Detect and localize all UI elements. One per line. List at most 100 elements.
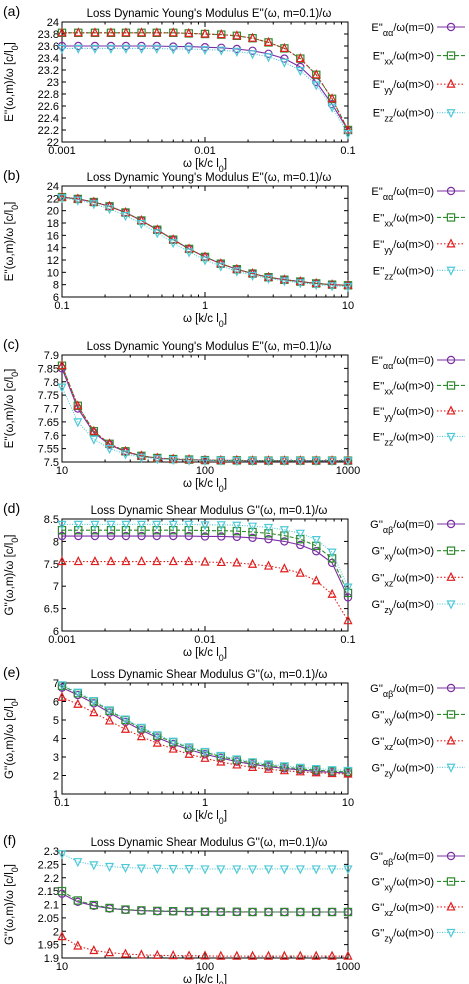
- chart-title: Loss Dynamic Shear Modulus G''(ω, m=0.1)…: [91, 669, 328, 681]
- data-point: [295, 276, 305, 286]
- legend-label: E''xx/ω(m>0): [373, 380, 434, 396]
- panel-label: (b): [3, 167, 20, 183]
- data-point: [121, 905, 130, 914]
- data-point: [184, 531, 193, 541]
- y-tick-label: 2: [53, 926, 59, 938]
- data-point: [295, 865, 305, 875]
- legend-label: E''αα/ω(m=0): [371, 186, 434, 202]
- data-point: [263, 36, 274, 47]
- y-tick-label: 7.85: [38, 363, 59, 375]
- data-point: [168, 950, 178, 960]
- y-tick-label: 7.65: [38, 417, 59, 429]
- series-yy: [57, 556, 353, 625]
- x-tick-label: 0.1: [340, 145, 355, 157]
- legend-label: G''zy/ω(m>0): [372, 762, 434, 778]
- plot-area: [61, 21, 349, 143]
- series-zz: [57, 383, 353, 467]
- data-point: [168, 556, 178, 566]
- series-line: [61, 687, 349, 774]
- y-axis-label: E''(ω,m)/ω [c/l0]: [4, 42, 20, 122]
- y-tick-label: 6.5: [44, 604, 59, 616]
- data-point: [136, 864, 146, 874]
- data-point: [216, 456, 226, 466]
- data-point: [232, 759, 242, 769]
- data-point: [89, 435, 99, 445]
- data-point: [137, 525, 146, 535]
- data-point: [247, 522, 258, 532]
- data-point: [343, 279, 353, 289]
- data-point: [312, 547, 321, 556]
- series-yy: [57, 360, 353, 465]
- data-point: [136, 27, 147, 37]
- chart-title: Loss Dynamic Shear Modulus G''(ω, m=0.1)…: [91, 837, 328, 849]
- data-point: [120, 948, 131, 958]
- y-tick-label: 7.55: [38, 444, 59, 456]
- series-zz: [57, 681, 353, 777]
- data-point: [169, 531, 178, 541]
- data-point: [343, 768, 353, 778]
- y-tick-label: 22.6: [38, 101, 59, 113]
- legend-label: G''xz/ω(m>0): [372, 736, 434, 752]
- data-point: [152, 44, 162, 54]
- chart-title: Loss Dynamic Young's Modulus E''(ω, m=0.…: [87, 172, 332, 184]
- data-point: [296, 540, 305, 550]
- series-line: [61, 685, 349, 773]
- data-point: [152, 27, 162, 37]
- data-point: [263, 53, 274, 63]
- data-point: [343, 130, 353, 140]
- x-tick-label: 10: [56, 465, 68, 477]
- data-point: [106, 531, 116, 541]
- x-tick-label: 0.1: [54, 797, 69, 809]
- data-point: [247, 865, 258, 875]
- x-tick-label: 0.1: [340, 634, 355, 646]
- data-point: [89, 707, 99, 717]
- data-point: [152, 455, 162, 465]
- data-point: [247, 457, 258, 467]
- data-point: [73, 193, 83, 203]
- data-point: [200, 28, 210, 38]
- series-yy: [57, 27, 353, 134]
- data-point: [327, 279, 337, 289]
- data-point: [343, 588, 353, 598]
- data-point: [343, 593, 353, 602]
- data-point: [152, 229, 162, 239]
- data-point: [217, 526, 226, 535]
- data-point: [216, 756, 226, 766]
- series-line: [62, 45, 349, 131]
- plot-area: [61, 850, 349, 959]
- data-point: [311, 767, 321, 777]
- data-point: [295, 567, 305, 577]
- data-point: [232, 454, 242, 464]
- data-point: [216, 865, 226, 875]
- x-tick-label: 1000: [336, 961, 360, 973]
- data-point: [152, 731, 162, 741]
- data-point: [57, 681, 67, 691]
- data-point: [136, 453, 146, 463]
- data-point: [311, 69, 321, 79]
- legend-label: G''αβ/ω(m=0): [370, 519, 434, 535]
- data-point: [312, 541, 321, 551]
- series-line: [61, 197, 349, 288]
- data-point: [184, 456, 194, 466]
- data-point: [106, 27, 116, 37]
- series-line: [61, 696, 349, 775]
- data-point: [216, 262, 226, 272]
- data-point: [152, 224, 162, 234]
- legend-label: G''xz/ω(m>0): [372, 902, 434, 918]
- data-point: [90, 531, 100, 541]
- data-point: [73, 940, 83, 950]
- legend-label: G''xy/ω(m>0): [372, 546, 434, 562]
- data-point: [327, 282, 337, 292]
- data-point: [106, 556, 116, 566]
- y-tick-label: 23: [47, 77, 59, 89]
- data-point: [343, 583, 353, 593]
- chart-panel-b: (b) Loss Dynamic Young's Modulus E''(ω, m…: [3, 167, 465, 329]
- data-point: [296, 534, 305, 544]
- legend-label: G''zy/ω(m>0): [372, 599, 434, 615]
- x-tick-label: 10: [342, 300, 354, 312]
- data-point: [120, 715, 131, 725]
- data-point: [121, 531, 131, 541]
- y-tick-label: 7.7: [44, 404, 59, 416]
- series-xx: [57, 192, 353, 290]
- y-tick-label: 1: [53, 789, 59, 801]
